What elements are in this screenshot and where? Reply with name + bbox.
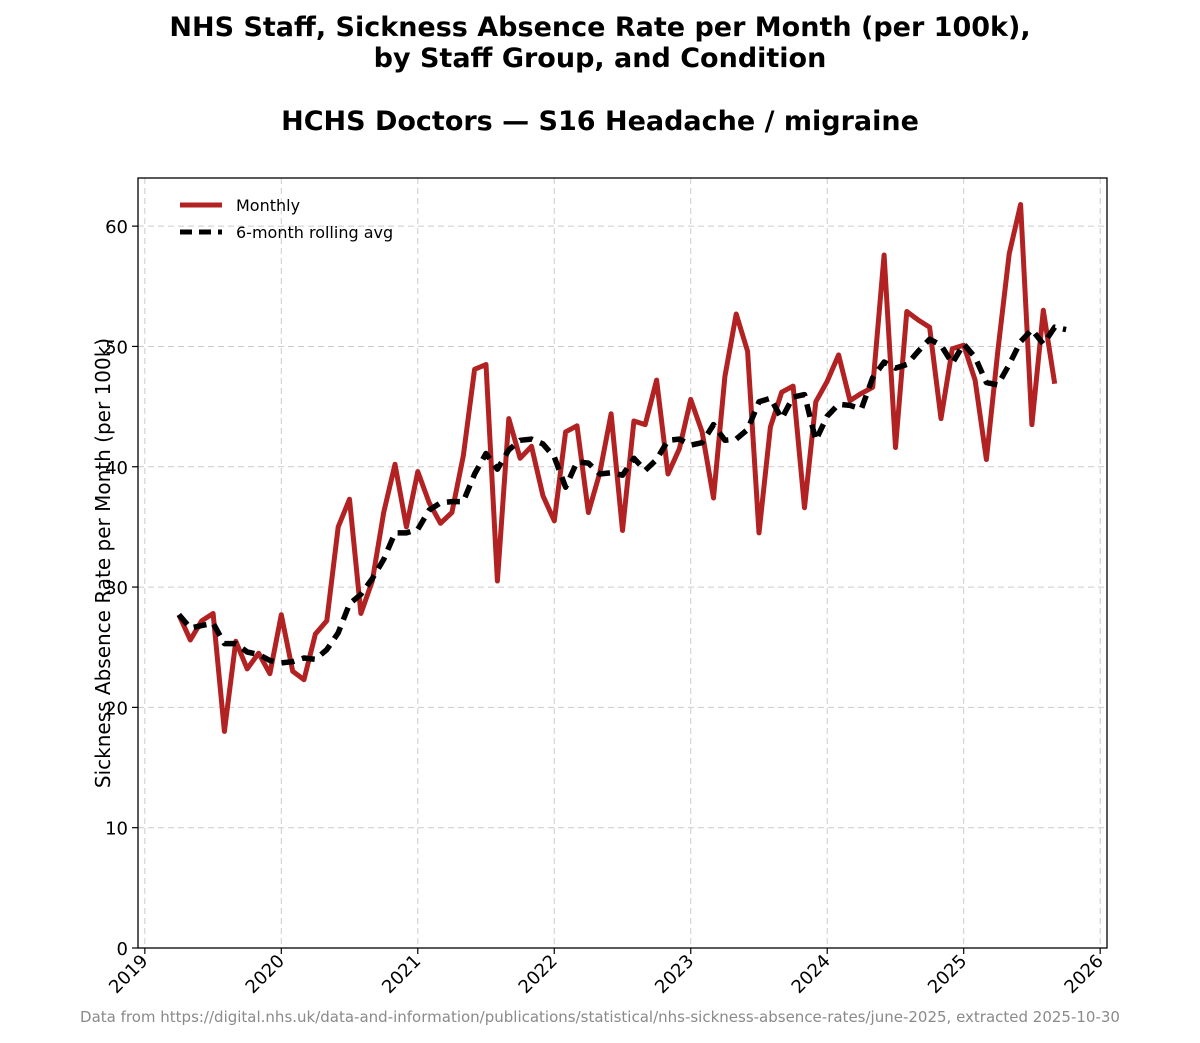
x-tick-label: 2024 (788, 951, 835, 998)
legend-label-rolling-avg: 6-month rolling avg (236, 223, 393, 242)
y-tick-label: 40 (105, 458, 128, 479)
y-tick-label: 60 (105, 217, 128, 238)
y-tick-label: 50 (105, 337, 128, 358)
x-tick-label: 2023 (651, 951, 698, 998)
x-tick-label: 2026 (1060, 951, 1107, 998)
y-tick-label: 20 (105, 698, 128, 719)
x-tick-label: 2022 (515, 951, 562, 998)
legend-label-monthly: Monthly (236, 196, 300, 215)
y-tick-label: 10 (105, 819, 128, 840)
rolling-avg-series-line (176, 324, 1067, 666)
grid (138, 178, 1107, 949)
x-tick-label: 2021 (378, 951, 425, 998)
axis-ticks: 0 10 20 30 40 50 60 2019 2020 2021 2022 2023 2024 202… (105, 217, 1108, 998)
series-group (176, 202, 1067, 734)
x-tick-label: 2025 (924, 951, 971, 998)
chart-title-line-1: NHS Staff, Sickness Absence Rate per Mon… (169, 12, 1031, 43)
y-axis-label: Sickness Absence Rate per Month (per 100… (91, 338, 115, 788)
legend: Monthly 6-month rolling avg (180, 196, 393, 242)
chart-subtitle: HCHS Doctors — S16 Headache / migraine (281, 106, 919, 137)
x-tick-label: 2019 (105, 951, 152, 998)
chart-title-line-2: by Staff Group, and Condition (373, 43, 827, 74)
y-tick-label: 30 (105, 578, 128, 599)
data-source-footer: Data from https://digital.nhs.uk/data-an… (80, 1008, 1120, 1026)
y-tick-label: 0 (117, 939, 128, 960)
x-tick-label: 2020 (242, 951, 289, 998)
plot-frame (137, 177, 1108, 949)
monthly-series-line (176, 202, 1058, 734)
